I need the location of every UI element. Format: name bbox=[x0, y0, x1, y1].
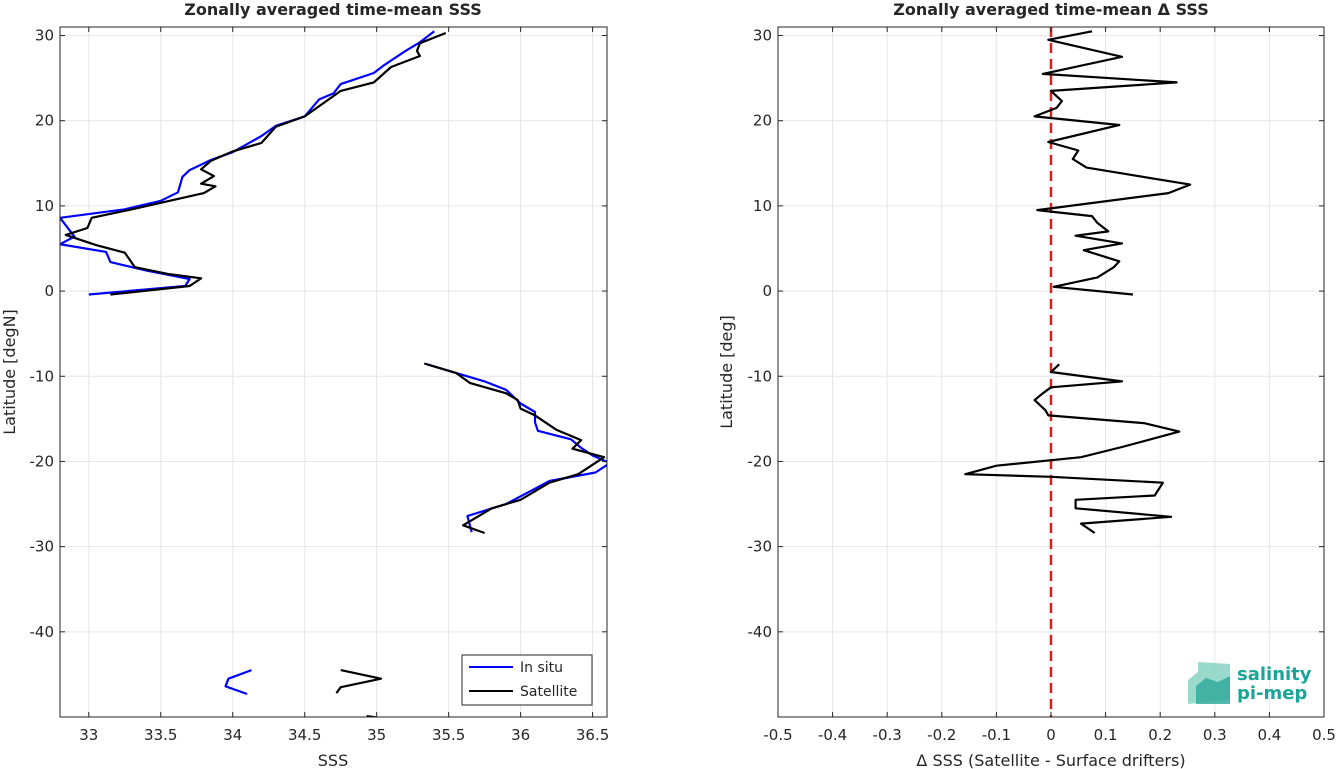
sss-x-axis-label: SSS bbox=[318, 751, 348, 769]
series-line-in-situ-segment-1 bbox=[60, 30, 435, 296]
logo-text-salinity: salinity bbox=[1237, 664, 1312, 685]
sss-y-tick-label: 30 bbox=[35, 27, 54, 45]
logo-text-pi-mep: pi-mep bbox=[1237, 683, 1307, 704]
sss-y-tick-label: 20 bbox=[35, 112, 54, 130]
delta-x-tick-label: 0.2 bbox=[1148, 726, 1172, 744]
logo-wave-shading bbox=[1196, 676, 1230, 704]
delta-chart-title: Zonally averaged time-mean Δ SSS bbox=[893, 0, 1209, 19]
series-line-delta-segment-2 bbox=[964, 363, 1181, 534]
sss-panel: 33 33.5 34 34.5 35 35.5 36 36.5 -40 -30 -20 -10 0 10 2… bbox=[0, 0, 610, 769]
delta-x-tick-label: 0.4 bbox=[1257, 726, 1281, 744]
sss-x-tick-label: 34 bbox=[223, 726, 242, 744]
series-line-satellite-segment-2 bbox=[423, 362, 606, 535]
series-line-in-situ-segment-2 bbox=[426, 363, 607, 533]
delta-x-tick-label: -0.1 bbox=[982, 726, 1011, 744]
delta-y-axis-label: Latitude [deg] bbox=[717, 315, 736, 429]
legend-label-in-situ: In situ bbox=[520, 660, 563, 676]
sss-y-tick-label: 0 bbox=[44, 282, 54, 300]
legend-label-satellite: Satellite bbox=[520, 684, 577, 700]
salinity-pi-mep-logo: salinity pi-mep bbox=[1188, 662, 1312, 704]
sss-y-tick-label: -30 bbox=[30, 538, 55, 556]
delta-sss-panel: -0.5 -0.4 -0.3 -0.2 -0.1 0 0.1 0.2 0.3 0.4 0.5 -40 -… bbox=[717, 0, 1336, 769]
delta-x-tick-label: 0.1 bbox=[1094, 726, 1118, 744]
delta-y-tick-label: 20 bbox=[753, 112, 772, 130]
sss-chart-title: Zonally averaged time-mean SSS bbox=[184, 0, 482, 19]
sss-x-tick-label: 33.5 bbox=[144, 726, 177, 744]
delta-y-tick-label: 10 bbox=[753, 197, 772, 215]
sss-plot-area bbox=[60, 27, 607, 717]
sss-lines bbox=[60, 30, 607, 717]
sss-x-tick-label: 35 bbox=[367, 726, 386, 744]
sss-x-tick-label: 35.5 bbox=[432, 726, 465, 744]
delta-y-tick-label: -40 bbox=[748, 623, 773, 641]
delta-y-tick-label: -30 bbox=[748, 538, 773, 556]
sss-y-axis-label: Latitude [degN] bbox=[0, 309, 19, 435]
delta-y-tick-label: -10 bbox=[748, 367, 773, 385]
delta-y-tick-label: 30 bbox=[753, 27, 772, 45]
sss-y-tick-label: 10 bbox=[35, 197, 54, 215]
series-line-satellite-segment-1 bbox=[64, 31, 447, 296]
delta-ticks: -0.5 -0.4 -0.3 -0.2 -0.1 0 0.1 0.2 0.3 0.4 0.5 -40 -… bbox=[748, 27, 1336, 744]
sss-x-tick-label: 36 bbox=[511, 726, 530, 744]
delta-x-tick-label: -0.2 bbox=[927, 726, 956, 744]
delta-x-tick-label: 0.5 bbox=[1312, 726, 1336, 744]
series-line-delta-segment-1 bbox=[1033, 30, 1192, 296]
delta-x-tick-label: 0.3 bbox=[1203, 726, 1227, 744]
delta-x-tick-label: -0.3 bbox=[873, 726, 902, 744]
sss-y-tick-label: -20 bbox=[30, 452, 55, 470]
sss-grid bbox=[60, 27, 607, 717]
delta-lines bbox=[964, 30, 1192, 534]
series-line-in-situ-segment-3 bbox=[224, 669, 252, 696]
delta-x-tick-label: -0.4 bbox=[818, 726, 847, 744]
sss-legend: In situ Satellite bbox=[461, 654, 593, 706]
series-line-satellite-segment-3 bbox=[335, 669, 383, 694]
sss-x-tick-label: 34.5 bbox=[288, 726, 321, 744]
sss-x-tick-label: 33 bbox=[79, 726, 98, 744]
delta-y-tick-label: -20 bbox=[748, 452, 773, 470]
delta-x-tick-label: -0.5 bbox=[763, 726, 792, 744]
sss-y-tick-label: -10 bbox=[30, 367, 55, 385]
legend-box bbox=[461, 654, 593, 706]
delta-y-tick-label: 0 bbox=[762, 282, 772, 300]
sss-axes-box bbox=[59, 26, 608, 718]
sss-ticks: 33 33.5 34 34.5 35 35.5 36 36.5 -40 -30 -20 -10 0 10 2… bbox=[30, 27, 610, 744]
sss-y-tick-label: -40 bbox=[30, 623, 55, 641]
delta-x-tick-label: 0 bbox=[1046, 726, 1056, 744]
delta-x-axis-label: Δ SSS (Satellite - Surface drifters) bbox=[916, 751, 1185, 769]
sss-x-tick-label: 36.5 bbox=[576, 726, 609, 744]
